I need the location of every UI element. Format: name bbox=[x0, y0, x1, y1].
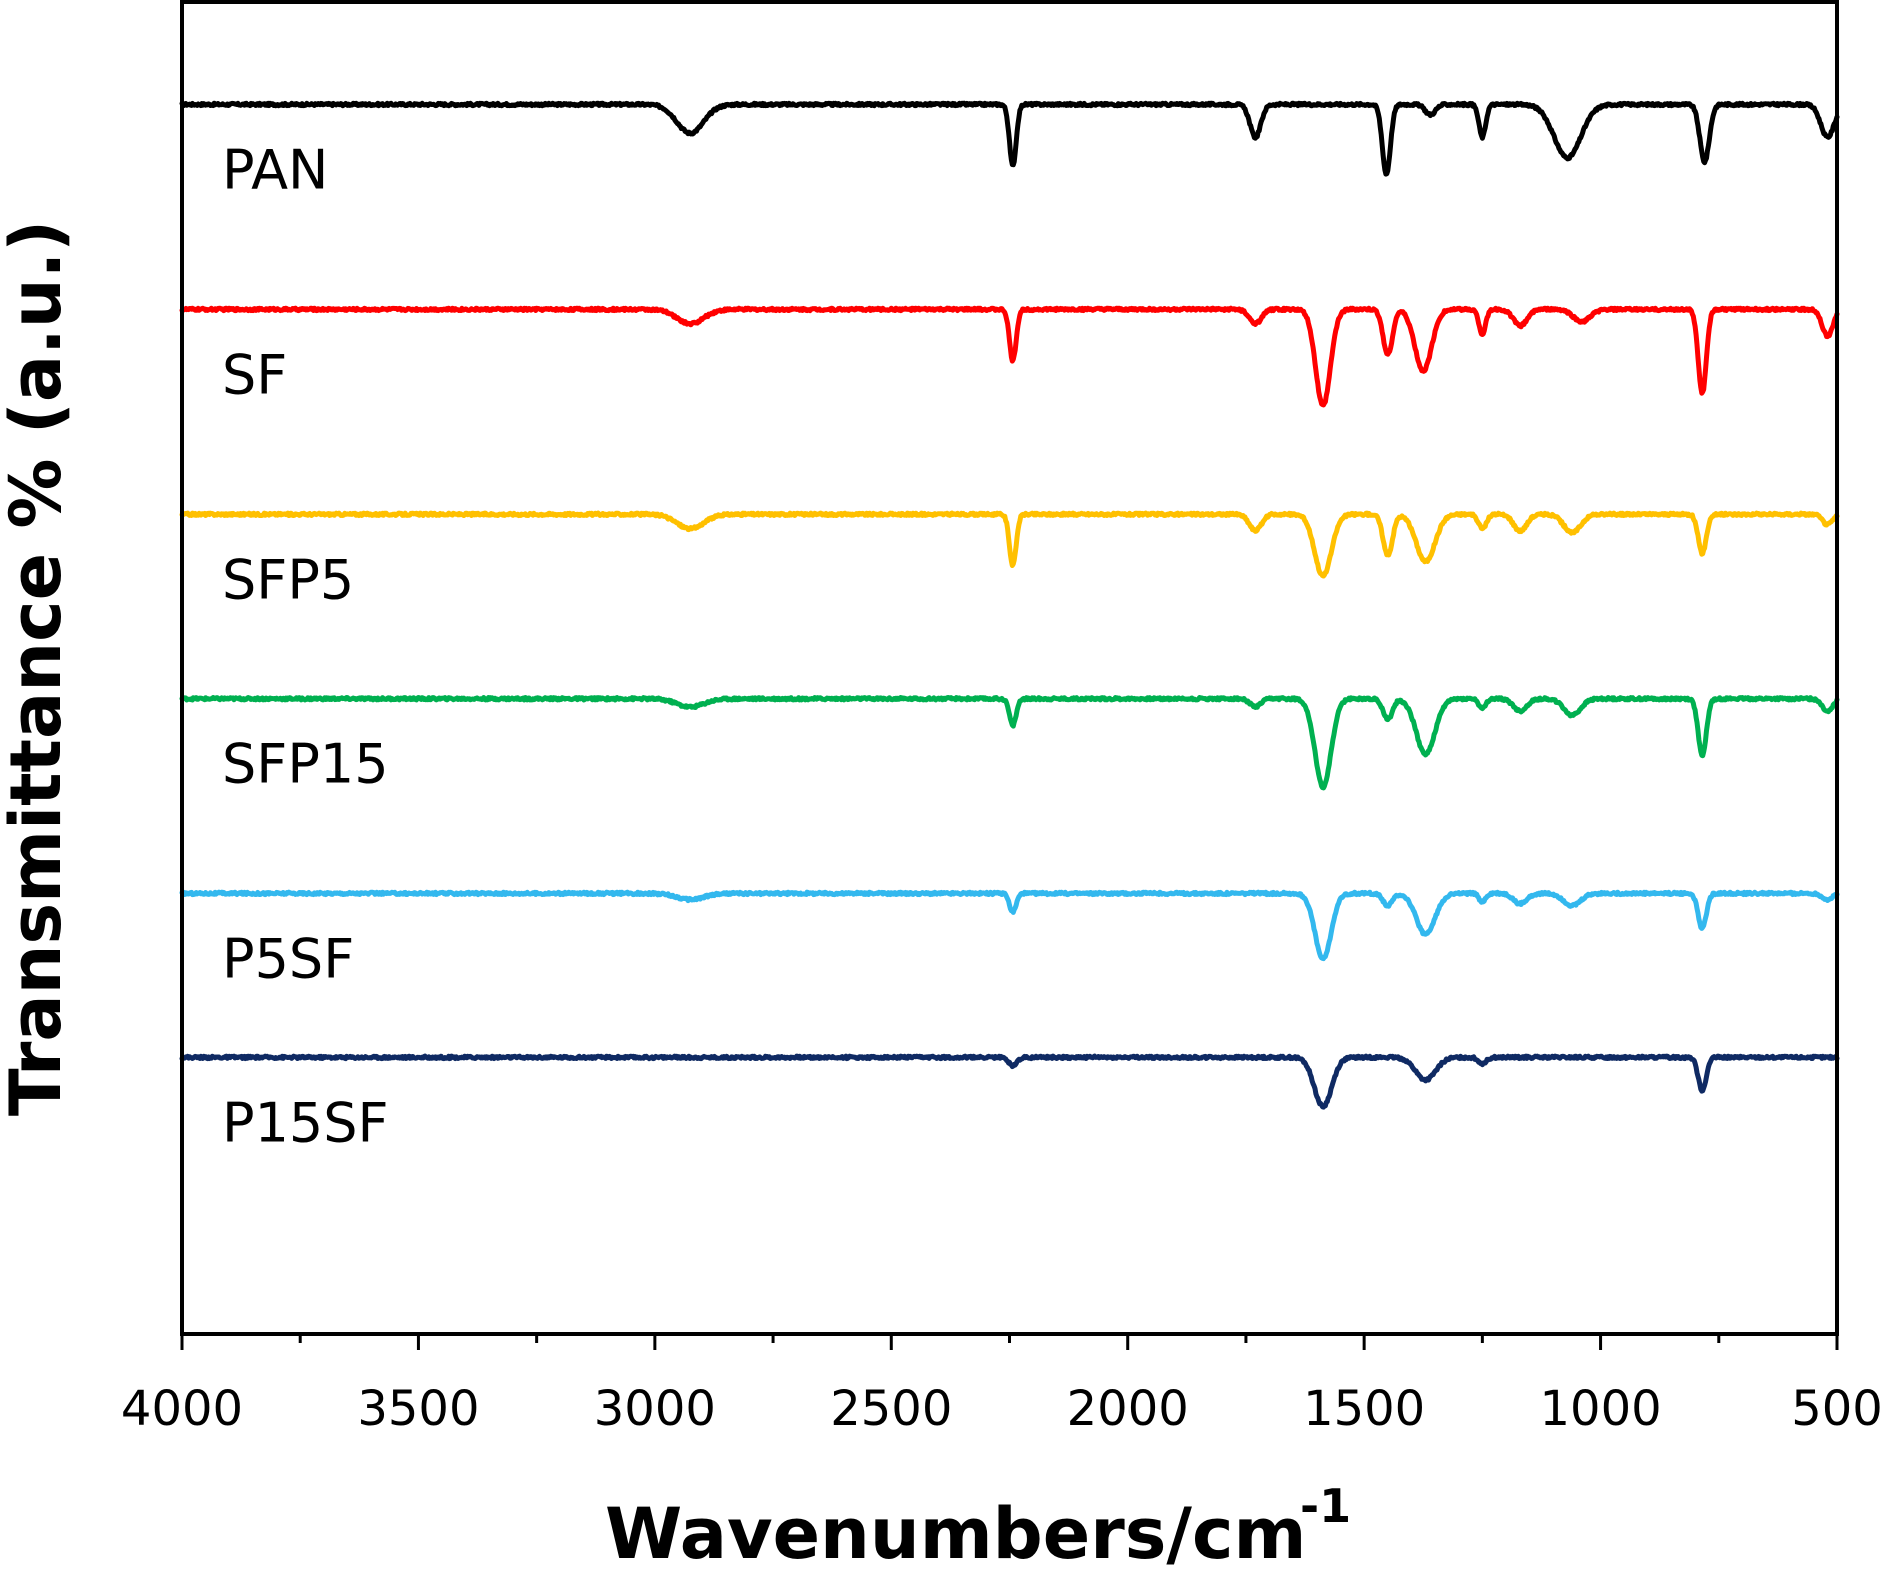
series-line-p5sf bbox=[179, 889, 1840, 962]
series-label-p15sf: P15SF bbox=[222, 1091, 389, 1154]
x-tick-label: 3500 bbox=[357, 1381, 479, 1437]
series-label-pan: PAN bbox=[222, 138, 328, 201]
x-axis-tick-labels: 4000 3500 3000 2500 2000 1500 1000 500 bbox=[121, 1381, 1883, 1437]
plot-frame bbox=[180, 0, 1839, 1336]
x-tick-label: 4000 bbox=[121, 1381, 243, 1437]
series-line-pan bbox=[179, 100, 1840, 177]
x-axis-ticks bbox=[180, 1334, 1839, 1350]
x-axis-title: Wavenumbers/cm bbox=[605, 1493, 1306, 1569]
x-tick-label: 2000 bbox=[1067, 1381, 1189, 1437]
x-tick-label: 500 bbox=[1791, 1381, 1883, 1437]
series-line-sfp5 bbox=[179, 510, 1840, 579]
y-axis-title: Transmittance % (a.u.) bbox=[0, 220, 77, 1116]
x-tick-label: 2500 bbox=[830, 1381, 952, 1437]
series-line-sfp15 bbox=[179, 695, 1840, 791]
series-label-sfp5: SFP5 bbox=[222, 548, 354, 611]
series-line-p15sf bbox=[179, 1053, 1840, 1110]
series-line-sf bbox=[179, 305, 1840, 408]
series-traces bbox=[179, 100, 1840, 1110]
series-label-sf: SF bbox=[222, 343, 287, 406]
series-label-p5sf: P5SF bbox=[222, 927, 354, 990]
x-axis-title-superscript: -1 bbox=[1300, 1479, 1351, 1533]
series-labels: PAN SF SFP5 SFP15 P5SF P15SF bbox=[222, 138, 389, 1154]
x-tick-label: 3000 bbox=[594, 1381, 716, 1437]
series-label-sfp15: SFP15 bbox=[222, 733, 389, 796]
x-tick-label: 1500 bbox=[1303, 1381, 1425, 1437]
x-tick-label: 1000 bbox=[1539, 1381, 1661, 1437]
